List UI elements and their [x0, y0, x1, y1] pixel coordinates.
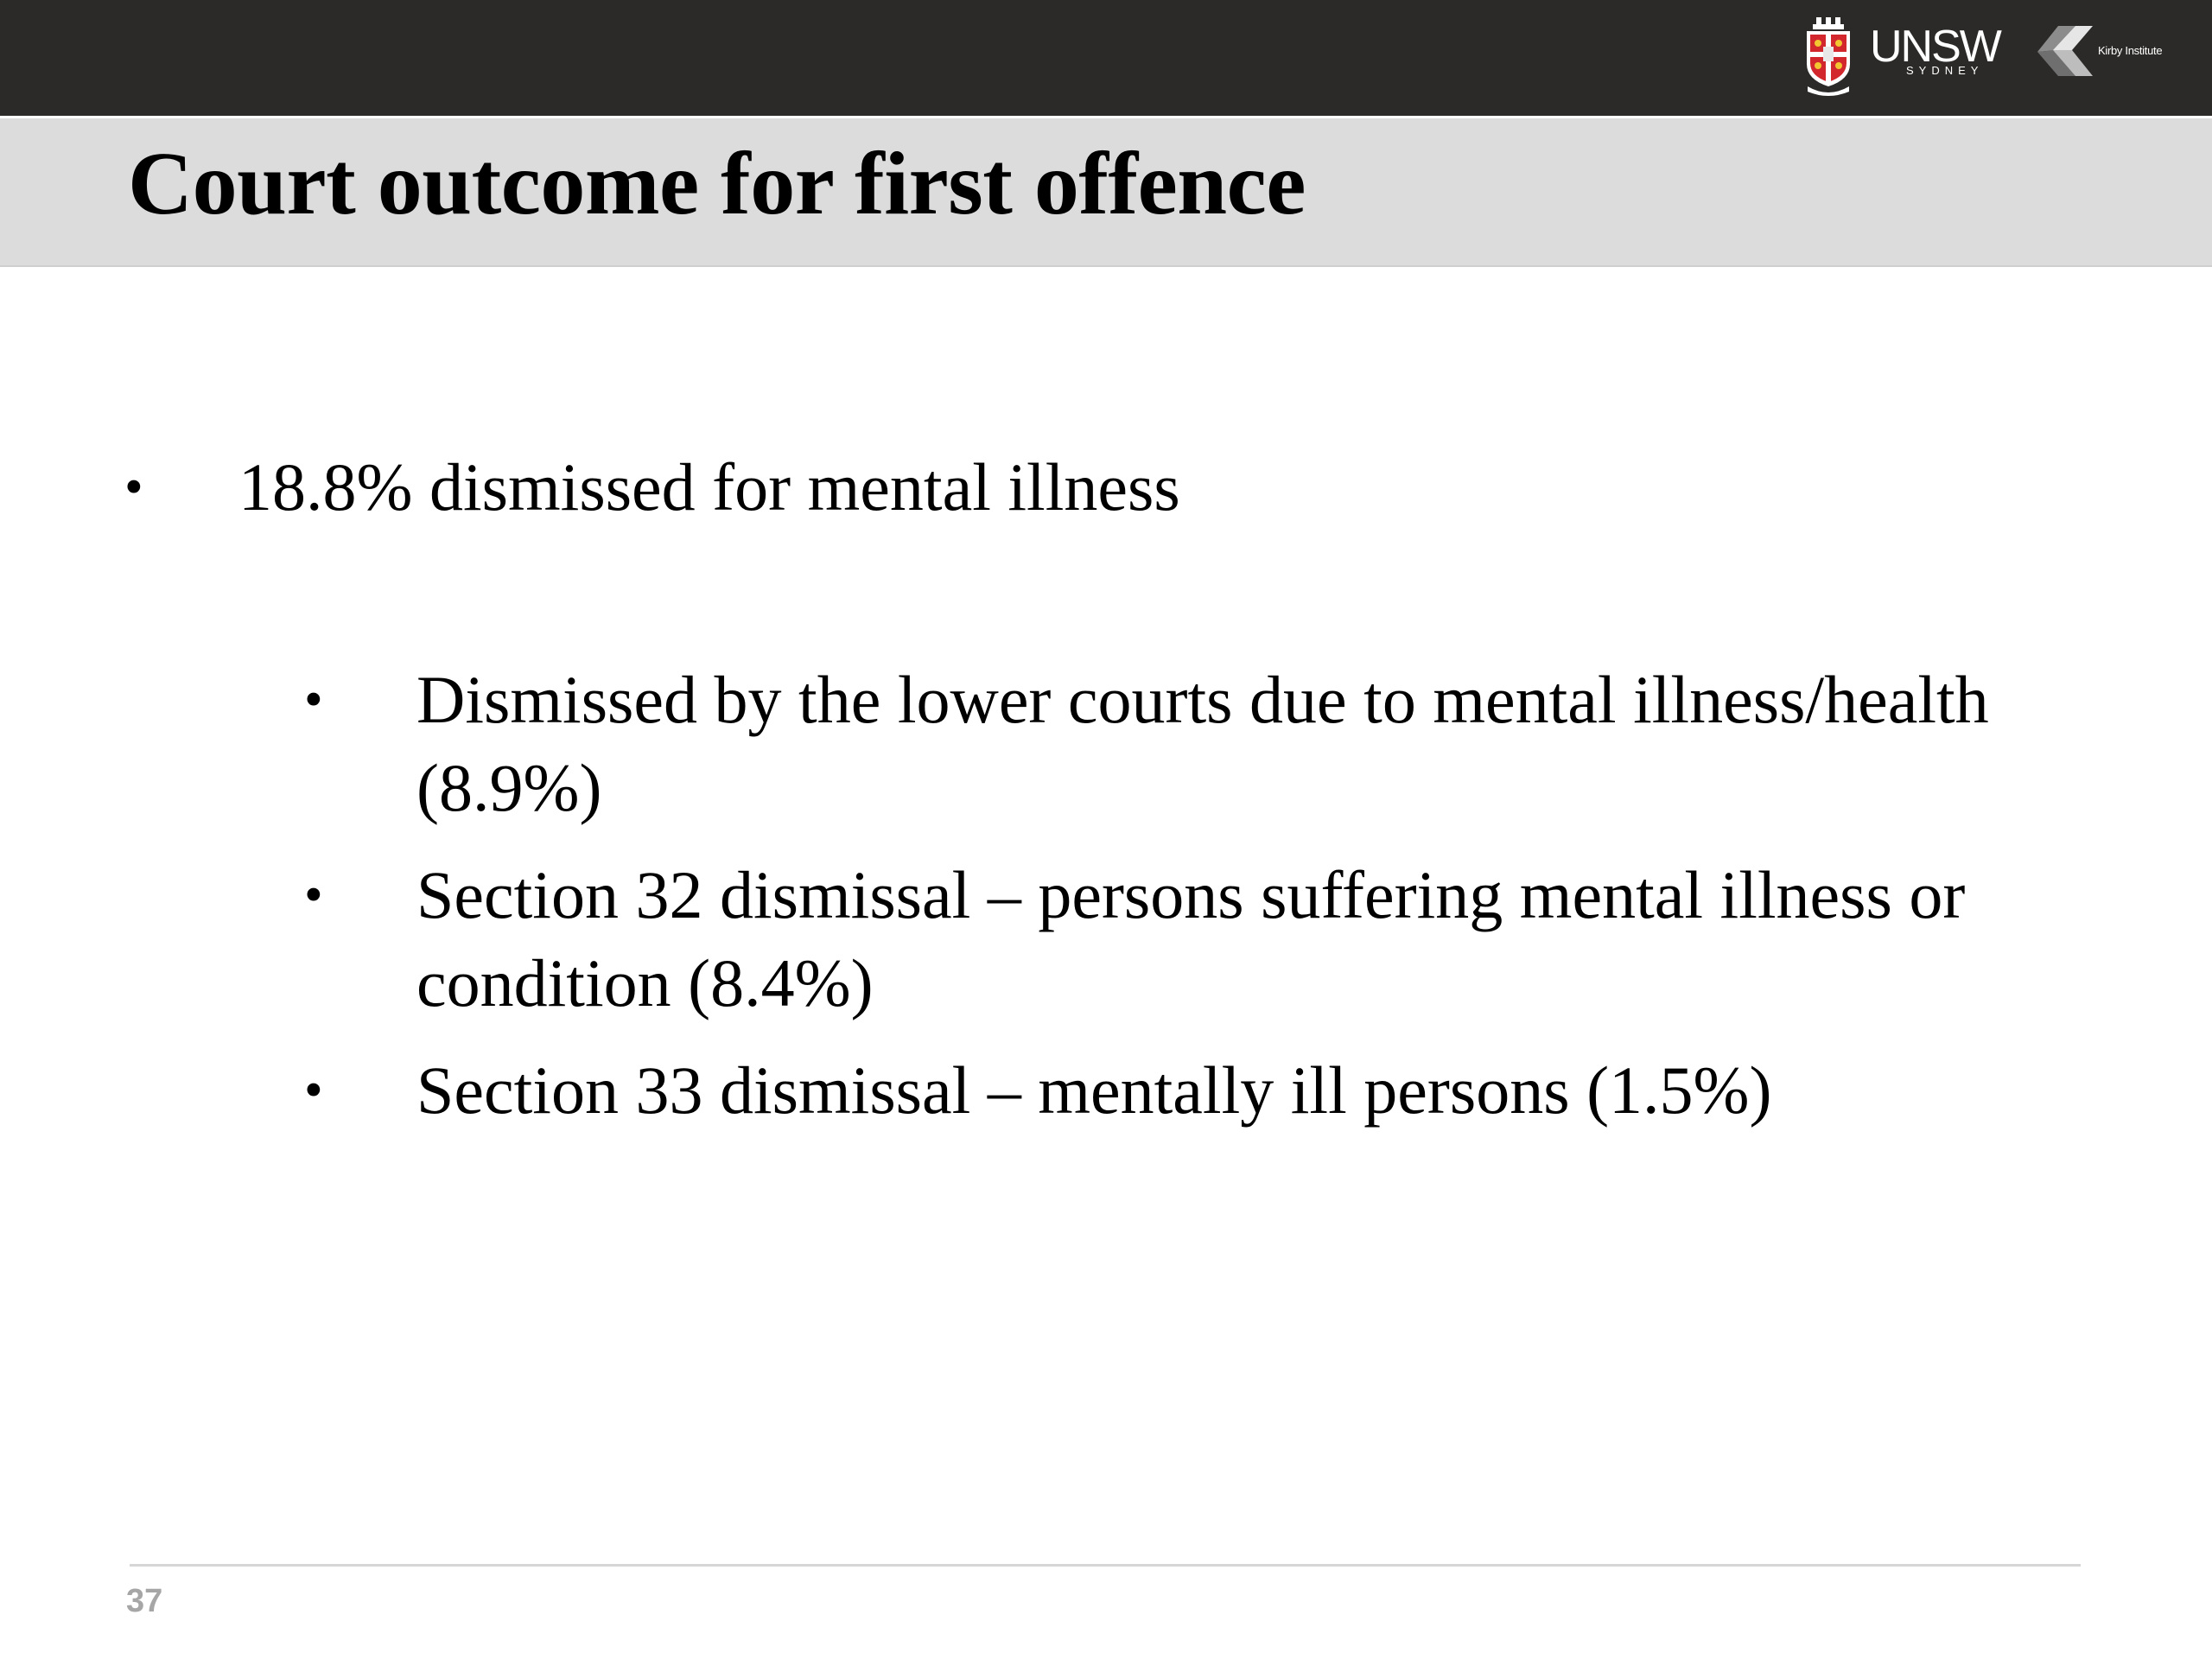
footer-divider — [130, 1564, 2081, 1567]
header-bar: UNSW SYDNEY Kirby Institute — [0, 0, 2212, 116]
bullet-marker: • — [124, 458, 143, 517]
sub-bullet-marker: • — [304, 671, 323, 729]
bullet-main: 18.8% dismissed for mental illness — [238, 449, 1180, 524]
sub-bullet-marker: • — [304, 866, 323, 925]
sub-bullet-lower-courts: Dismissed by the lower courts due to men… — [416, 662, 1989, 825]
kirby-institute-name: Kirby Institute — [2098, 44, 2163, 57]
page-number: 37 — [126, 1583, 163, 1619]
sub-bullet-section-32: Section 32 dismissal – persons suffering… — [416, 857, 1966, 1020]
unsw-wordmark: UNSW — [1870, 22, 2002, 72]
kirby-k-icon — [2037, 26, 2093, 76]
title-band — [0, 118, 2212, 267]
kirby-institute-logo: Kirby Institute — [2036, 22, 2183, 79]
unsw-logo: UNSW SYDNEY — [1804, 17, 2002, 100]
sub-bullet-section-33: Section 33 dismissal – mentally ill pers… — [416, 1052, 1772, 1128]
unsw-crest-icon — [1807, 17, 1850, 96]
slide-title: Court outcome for first offence — [128, 134, 1306, 233]
sub-bullet-marker: • — [304, 1061, 323, 1120]
unsw-subtitle: SYDNEY — [1906, 64, 1984, 77]
